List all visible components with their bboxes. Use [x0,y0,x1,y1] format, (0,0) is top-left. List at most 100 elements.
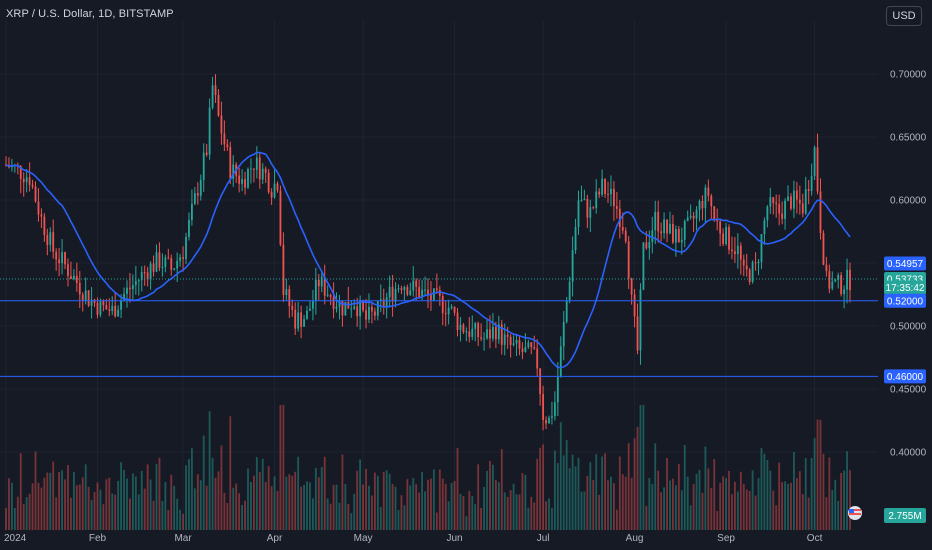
candle-body [34,186,37,202]
candle-body [772,197,775,203]
flag-icon[interactable] [848,506,862,520]
volume-bar [695,473,698,530]
volume-bar [314,467,317,530]
candle-body [595,191,598,208]
volume-bar [338,502,341,530]
volume-bar [111,493,114,530]
price-tick-label: 0.45000 [890,385,927,396]
candle-body [288,289,291,307]
volume-bar [595,454,598,530]
volume-bar [518,494,521,530]
candle-body [553,402,556,417]
candle-body [545,420,547,424]
volume-bar [586,475,589,530]
price-tag-label: 0.54957 [887,259,924,270]
candle-body [105,305,108,310]
candle-body [562,321,565,347]
time-tick-label: 2024 [4,533,27,544]
candle-body [46,235,49,245]
volume-bar [489,460,491,530]
candle-body [202,152,205,180]
candle-body [78,282,81,295]
candle-body [155,252,158,272]
volume-bar [480,507,483,530]
volume-bar [368,485,370,530]
volume-bar [834,479,837,530]
volume-bar [8,478,10,530]
volume-bar [306,481,308,530]
candle-body [353,306,356,309]
price-tag-label: 0.46000 [887,372,924,383]
candle-body [250,168,252,170]
candle-body [843,289,846,295]
candle-body [244,179,246,188]
volume-bar [167,509,170,530]
volume-bar [270,486,273,530]
volume-bar [217,471,220,530]
candle-body [556,376,559,403]
volume-bar [99,489,102,530]
candle-body [834,279,837,282]
candle-body [362,300,364,311]
currency-button[interactable]: USD [886,6,922,26]
volume-bar [736,491,739,530]
candle-body [692,215,695,219]
candle-body [781,213,784,219]
candle-body [102,300,105,306]
volume-bar [258,471,261,530]
volume-bar [353,493,356,530]
time-axis[interactable]: 2024 Feb Mar Apr May Jun Jul Aug Sep Oct [4,533,823,544]
candle-body [350,308,353,310]
volume-bar [49,472,52,530]
volume-bar [196,474,199,530]
candle-body [636,316,639,351]
volume-bar [766,459,769,530]
volume-bar [403,505,406,530]
volume-bar [613,483,615,530]
volume-bar [435,512,438,530]
candle-body [415,280,418,287]
candle-body [825,264,828,272]
volume-bar [515,494,518,530]
candle-body [179,257,182,261]
volume-bar [500,449,503,530]
volume-bar [391,484,394,530]
candle-body [397,288,400,290]
volume-bar [126,478,128,530]
volume-bar [698,469,701,530]
volume-bar [326,498,329,530]
volume-bar [350,513,353,530]
candle-body [19,165,22,179]
candle-body [645,242,648,249]
volume-bar [775,505,778,530]
volume-bar [43,477,46,530]
candle-body [176,260,179,269]
candle-body [530,342,533,348]
time-tick-label: Mar [174,533,192,544]
volume-bar [13,508,16,530]
volume-bar [757,478,760,530]
candle-body [182,257,184,259]
volume-bar [10,482,13,530]
volume-tag: 2.755M [884,508,926,523]
candle-body [406,287,409,295]
volume-bar [465,516,468,530]
volume-bar [444,483,447,530]
volume-bar [716,510,719,530]
volume-bar [816,419,819,530]
volume-bar [618,456,621,530]
candle-body [140,272,143,281]
candle-body [565,300,568,322]
volume-bar [483,486,485,530]
volume-bar [311,498,314,530]
horizontal-lines[interactable] [0,300,878,377]
candle-body [648,242,651,249]
candle-body [43,216,46,236]
volume-bar [438,469,441,530]
volume-bar [229,416,232,530]
candle-body [232,164,235,179]
volume-bar [158,457,161,530]
volume-bar [559,422,562,530]
